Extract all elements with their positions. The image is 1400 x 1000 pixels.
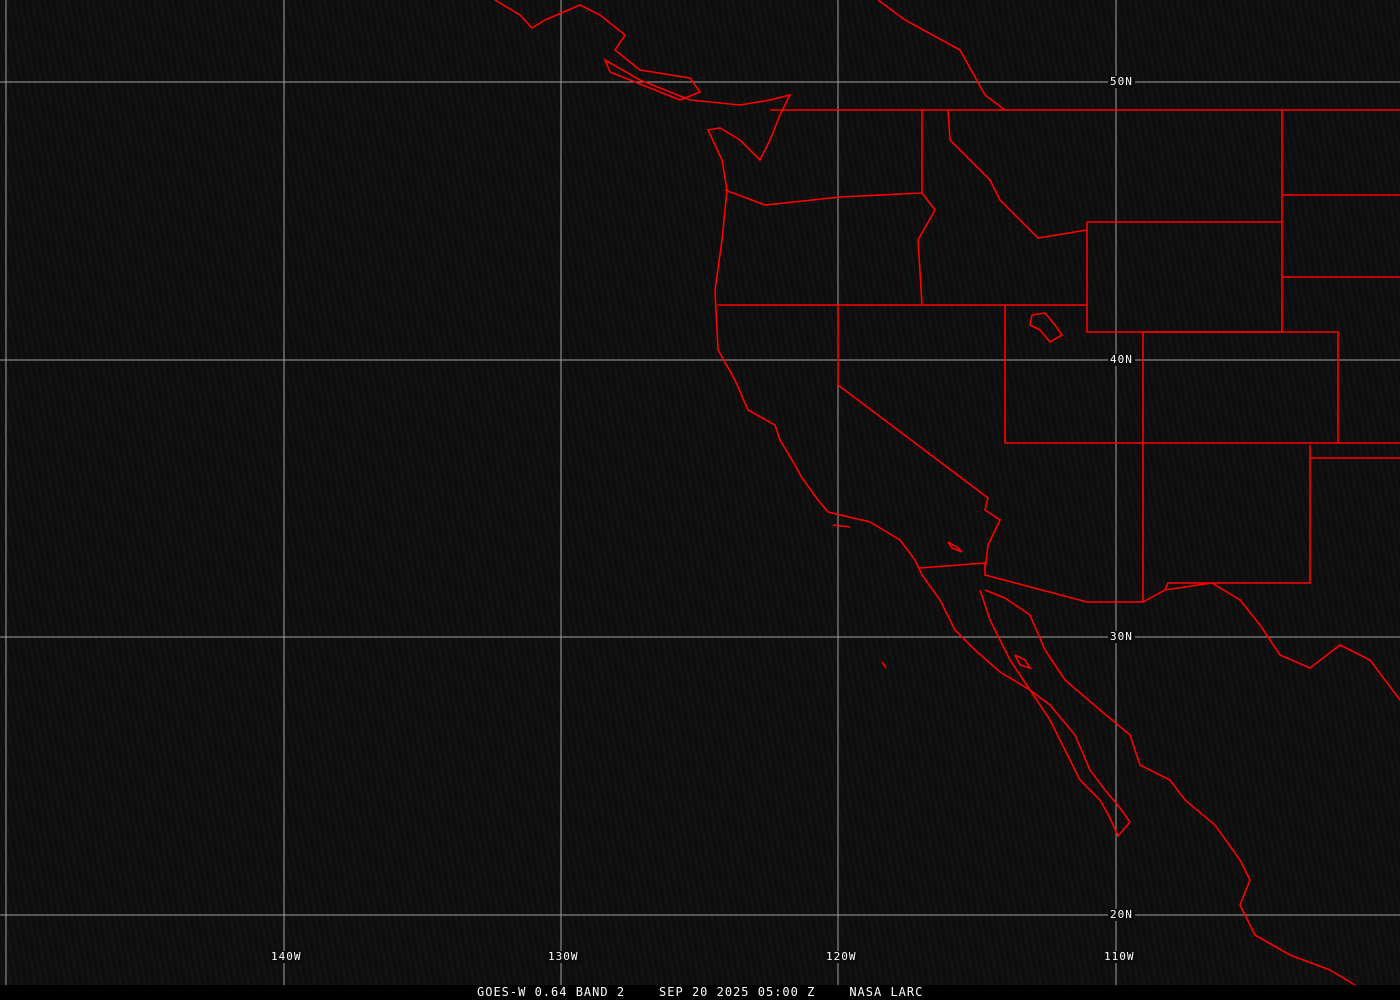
lat-label-50n: 50N: [1108, 75, 1135, 88]
salton-sea: [947, 541, 963, 553]
gulf-islands: [1014, 654, 1032, 670]
caption-satellite: GOES-W 0.64 BAND 2: [477, 985, 626, 999]
border-canada-north: [877, 0, 1006, 111]
lon-label-140w: 140W: [269, 950, 304, 963]
border-us-mexico: [919, 562, 1400, 701]
great-salt-lake: [1029, 312, 1064, 344]
channel-islands: [832, 524, 851, 528]
coastline-mexico-mainland: [984, 589, 1361, 989]
coastline-pacific: [494, 0, 1132, 838]
lat-label-40n: 40N: [1108, 353, 1135, 366]
caption-source: NASA LARC: [849, 985, 924, 999]
island-small-1: [881, 661, 887, 669]
boundaries: [494, 0, 1400, 989]
border-idaho-west: [917, 110, 936, 305]
border-idaho-montana: [947, 109, 1088, 239]
caption-bar: [0, 985, 1400, 1000]
lat-label-20n: 20N: [1108, 908, 1135, 921]
lon-label-110w: 110W: [1102, 950, 1137, 963]
border-new-mexico: [1164, 445, 1311, 591]
caption-datetime: SEP 20 2025 05:00 Z: [659, 985, 816, 999]
image-caption: GOES-W 0.64 BAND 2 SEP 20 2025 05:00 Z NAS…: [477, 986, 957, 999]
lon-label-130w: 130W: [546, 950, 581, 963]
lon-label-120w: 120W: [824, 950, 859, 963]
lat-label-30n: 30N: [1108, 630, 1135, 643]
border-colorado: [1005, 331, 1339, 444]
border-wa-or: [724, 189, 923, 206]
border-ca-nv: [837, 305, 1002, 571]
